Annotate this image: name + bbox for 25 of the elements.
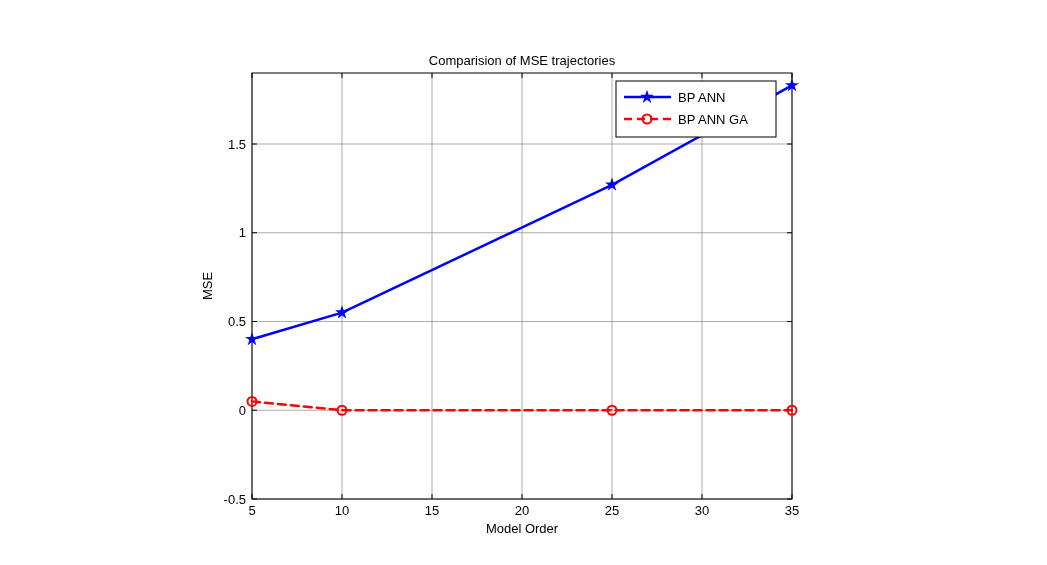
- x-tick-label: 10: [334, 503, 350, 518]
- point: [245, 331, 259, 346]
- point: [606, 404, 618, 416]
- x-tick-label: 35: [784, 503, 800, 518]
- point: [246, 395, 258, 407]
- legend-label: BP ANN: [678, 90, 726, 105]
- point: [335, 305, 349, 319]
- x-tick-label: 25: [604, 503, 620, 518]
- y-tick-label: 0: [238, 402, 246, 418]
- point: [786, 404, 798, 416]
- y-tick-label: 0.5: [227, 314, 246, 329]
- y-tick-label: -0.5: [223, 491, 246, 507]
- y-axis-title: MSE: [200, 271, 215, 301]
- chart-title: Comparision of MSE trajectories: [428, 53, 616, 68]
- legend-label: BP ANN GA: [678, 112, 749, 127]
- point: [785, 78, 799, 92]
- point: [336, 404, 348, 416]
- x-tick-label: 15: [424, 503, 440, 518]
- y-tick-label: 1.5: [227, 136, 246, 152]
- x-tick-label: 20: [514, 503, 530, 518]
- point: [605, 177, 619, 191]
- x-tick-label: 30: [694, 503, 710, 518]
- x-tick-label: 5: [248, 503, 256, 518]
- x-axis-title: Model Order: [485, 521, 559, 536]
- y-tick-label: 1: [238, 225, 246, 241]
